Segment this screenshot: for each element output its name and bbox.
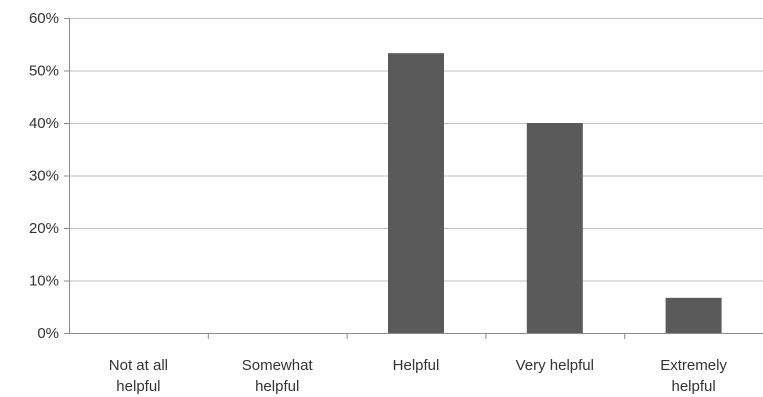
y-tick-label: 40%	[29, 115, 59, 132]
x-category-label: Helpful	[393, 357, 440, 374]
y-tick-label: 30%	[29, 168, 59, 185]
bars	[388, 53, 722, 334]
x-category-label: Somewhat helpful	[242, 357, 314, 395]
y-tick-labels: 0% 10% 20% 30% 40% 50% 60%	[29, 10, 59, 342]
x-category-label: Extremely helpful	[660, 357, 727, 395]
y-tick-label: 10%	[29, 273, 59, 290]
x-category-label: Very helpful	[516, 357, 594, 374]
y-tick-label: 20%	[29, 220, 59, 237]
y-tick-label: 50%	[29, 63, 59, 80]
y-tick-label: 60%	[29, 10, 59, 27]
bar	[665, 297, 722, 333]
y-tick-label: 0%	[37, 325, 59, 342]
axes	[64, 18, 763, 339]
bar	[388, 53, 444, 334]
bar	[526, 123, 583, 333]
x-category-label: Not at all helpful	[109, 357, 168, 395]
x-category-labels: Not at all helpful Somewhat helpful Helpful V…	[109, 357, 728, 395]
